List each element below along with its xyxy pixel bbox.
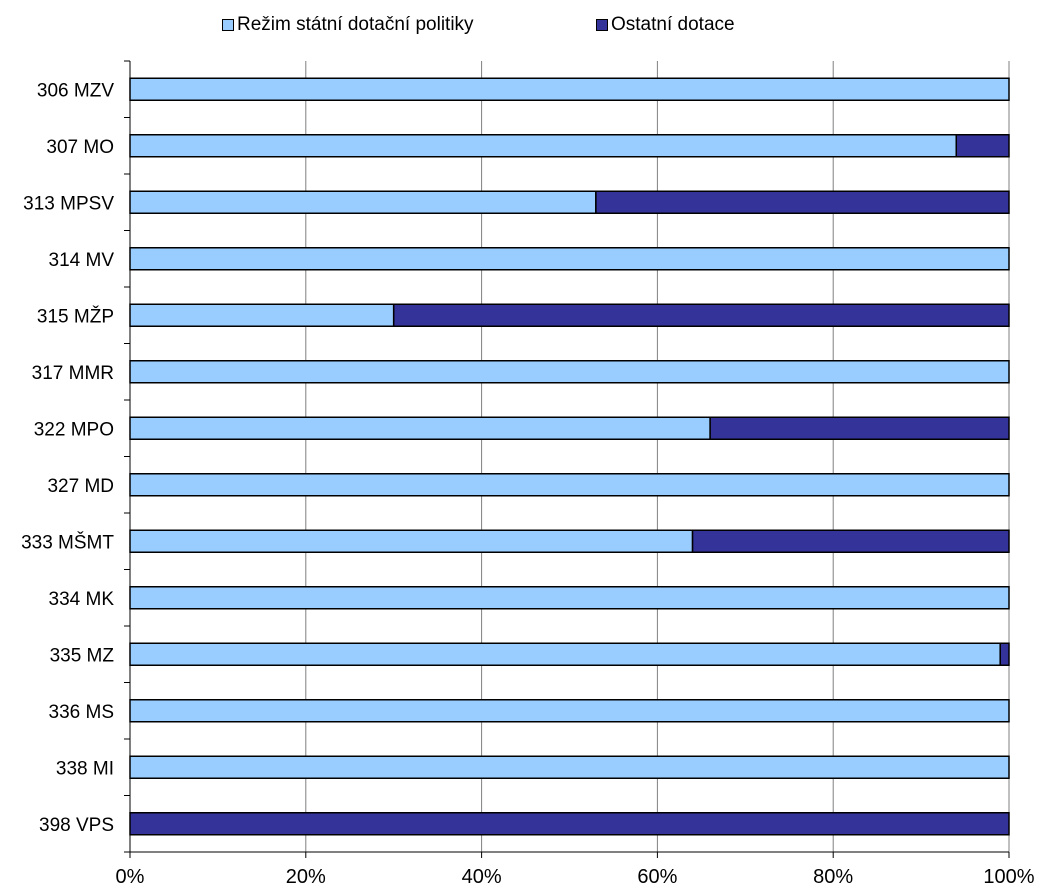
- bar-segment-state-policy: [129, 473, 1010, 497]
- bar-segment-state-policy: [129, 190, 597, 214]
- y-category-label: 322 MPO: [34, 419, 114, 440]
- y-category-label: 313 MPSV: [23, 193, 114, 214]
- x-tick-label: 20%: [286, 866, 326, 888]
- bar-segment-other: [999, 642, 1010, 666]
- y-category-label: 306 MZV: [37, 80, 114, 101]
- bar-segment-state-policy: [129, 699, 1010, 723]
- legend-item-other: Ostatní dotace: [596, 14, 735, 36]
- bar-segment-other: [955, 134, 1010, 158]
- bar-segment-other: [709, 416, 1010, 440]
- grid-lines: [305, 61, 1010, 852]
- x-tick-label: 40%: [462, 866, 502, 888]
- y-category-label: 335 MZ: [50, 645, 115, 666]
- legend-label-state-policy: Režim státní dotační politiky: [237, 14, 474, 35]
- bar-segment-state-policy: [129, 134, 958, 158]
- y-category-label: 315 MŽP: [37, 305, 114, 327]
- y-category-label: 333 MŠMT: [21, 531, 114, 553]
- axis-labels: 0% 20% 40% 60% 80% 100% 306 MZV 307 MO 313 MPSV 3…: [21, 80, 1035, 888]
- y-category-label: 327 MD: [47, 476, 114, 497]
- bar-segment-state-policy: [129, 586, 1010, 610]
- legend: Režim státní dotační politiky Ostatní do…: [0, 14, 1039, 38]
- bar-segment-other: [392, 303, 1010, 327]
- bar-segment-state-policy: [129, 247, 1010, 271]
- y-category-label: 338 MI: [56, 758, 114, 779]
- bar-segment-state-policy: [129, 642, 1001, 666]
- x-tick-label: 0%: [116, 866, 145, 888]
- y-category-label: 398 VPS: [39, 815, 114, 836]
- y-category-label: 314 MV: [49, 250, 115, 271]
- legend-label-other: Ostatní dotace: [611, 14, 735, 35]
- legend-swatch-other: [596, 19, 608, 31]
- axes: [124, 60, 1010, 858]
- legend-swatch-state-policy: [222, 19, 234, 31]
- bar-segment-state-policy: [129, 529, 694, 553]
- bar-segment-state-policy: [129, 77, 1010, 101]
- bars: [129, 77, 1010, 836]
- bar-segment-other: [691, 529, 1010, 553]
- x-tick-label: 60%: [637, 866, 677, 888]
- x-tick-label: 100%: [983, 866, 1034, 888]
- y-category-label: 317 MMR: [32, 363, 114, 384]
- x-tick-label: 80%: [813, 866, 853, 888]
- y-category-label: 336 MS: [49, 702, 114, 723]
- bar-segment-other: [129, 812, 1010, 836]
- bar-segment-other: [595, 190, 1010, 214]
- bar-segment-state-policy: [129, 360, 1010, 384]
- bar-segment-state-policy: [129, 755, 1010, 779]
- bar-segment-state-policy: [129, 303, 395, 327]
- y-category-label: 307 MO: [46, 137, 114, 158]
- y-category-label: 334 MK: [49, 589, 115, 610]
- legend-item-state-policy: Režim státní dotační politiky: [222, 14, 474, 36]
- bar-segment-state-policy: [129, 416, 711, 440]
